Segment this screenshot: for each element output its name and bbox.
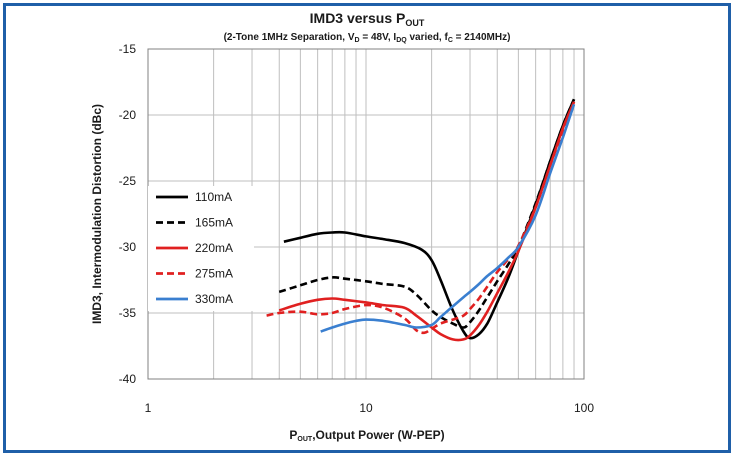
x-axis-label: POUT,Output Power (W-PEP)	[289, 428, 444, 443]
x-tick-label: 1	[145, 401, 152, 415]
legend-label: 220mA	[195, 241, 233, 255]
y-tick-label: -15	[119, 42, 137, 56]
chart-frame: -15 -20 -25 -30 -35 -40 1 10 100 IMD3 versus POU…	[3, 3, 731, 453]
series-lines	[266, 98, 576, 342]
y-tick-label: -20	[119, 108, 137, 122]
y-tick-label: -35	[119, 306, 137, 320]
legend-label: 330mA	[195, 292, 233, 306]
legend: 110mA 165mA 220mA 275mA 330mA	[148, 186, 254, 311]
x-tick-label: 10	[359, 401, 373, 415]
series-line-330mA	[320, 103, 576, 333]
y-axis-label: IMD3, Intermodulation Distortion (dBc)	[90, 104, 104, 324]
legend-label: 275mA	[195, 267, 233, 281]
y-tick-label: -40	[119, 372, 137, 386]
legend-label: 110mA	[195, 190, 232, 204]
y-tick-label: -30	[119, 240, 137, 254]
chart-title: IMD3 versus POUT	[310, 10, 425, 28]
chart-subtitle: (2-Tone 1MHz Separation, VD = 48V, IDQ v…	[224, 32, 511, 44]
x-tick-label: 100	[574, 401, 594, 415]
series-line-165mA	[278, 98, 576, 329]
y-tick-label: -25	[119, 174, 137, 188]
tick-labels: -15 -20 -25 -30 -35 -40 1 10 100	[119, 42, 595, 415]
legend-label: 165mA	[195, 216, 233, 230]
imd3-chart: -15 -20 -25 -30 -35 -40 1 10 100 IMD3 versus POU…	[90, 10, 595, 443]
